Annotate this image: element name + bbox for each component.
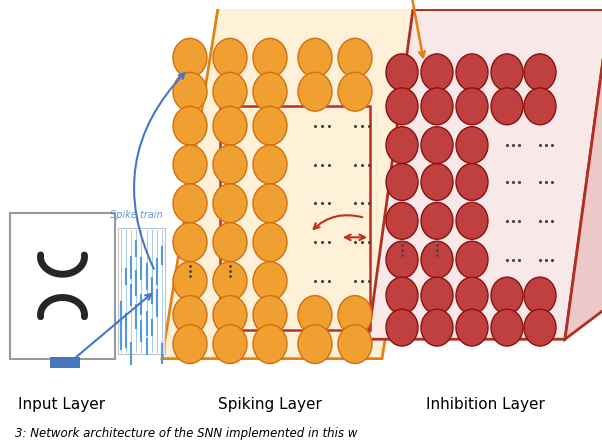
Ellipse shape	[173, 262, 207, 301]
Ellipse shape	[253, 106, 287, 145]
Polygon shape	[413, 0, 602, 9]
Ellipse shape	[298, 72, 332, 111]
Ellipse shape	[173, 72, 207, 111]
Ellipse shape	[524, 277, 556, 314]
Ellipse shape	[386, 54, 418, 91]
Ellipse shape	[386, 202, 418, 239]
Polygon shape	[565, 0, 602, 339]
Ellipse shape	[253, 296, 287, 335]
Ellipse shape	[491, 309, 523, 346]
Ellipse shape	[173, 184, 207, 223]
Ellipse shape	[386, 309, 418, 346]
Ellipse shape	[386, 164, 418, 200]
Ellipse shape	[213, 72, 247, 111]
Ellipse shape	[338, 296, 372, 335]
Ellipse shape	[491, 277, 523, 314]
Ellipse shape	[456, 277, 488, 314]
Ellipse shape	[213, 145, 247, 184]
Ellipse shape	[456, 241, 488, 278]
Ellipse shape	[213, 184, 247, 223]
Polygon shape	[10, 213, 115, 358]
Text: Inhibition Layer: Inhibition Layer	[426, 397, 544, 412]
Ellipse shape	[456, 309, 488, 346]
Ellipse shape	[253, 145, 287, 184]
Ellipse shape	[524, 309, 556, 346]
Ellipse shape	[173, 106, 207, 145]
Ellipse shape	[298, 325, 332, 363]
Ellipse shape	[456, 88, 488, 125]
Ellipse shape	[386, 127, 418, 164]
Ellipse shape	[173, 223, 207, 262]
Ellipse shape	[338, 325, 372, 363]
Polygon shape	[162, 0, 442, 358]
Ellipse shape	[421, 54, 453, 91]
Ellipse shape	[524, 88, 556, 125]
Ellipse shape	[456, 54, 488, 91]
Bar	[50, 357, 80, 368]
Ellipse shape	[456, 127, 488, 164]
Ellipse shape	[421, 164, 453, 200]
Ellipse shape	[386, 88, 418, 125]
Ellipse shape	[338, 72, 372, 111]
Ellipse shape	[173, 296, 207, 335]
Ellipse shape	[421, 88, 453, 125]
Ellipse shape	[421, 241, 453, 278]
Ellipse shape	[213, 325, 247, 363]
Ellipse shape	[456, 202, 488, 239]
Ellipse shape	[253, 325, 287, 363]
Ellipse shape	[173, 325, 207, 363]
Ellipse shape	[491, 88, 523, 125]
Text: Spiking Layer: Spiking Layer	[218, 397, 322, 412]
Ellipse shape	[456, 164, 488, 200]
Ellipse shape	[491, 54, 523, 91]
Ellipse shape	[173, 145, 207, 184]
Ellipse shape	[524, 54, 556, 91]
Ellipse shape	[213, 106, 247, 145]
Ellipse shape	[338, 38, 372, 77]
Polygon shape	[368, 9, 602, 339]
Ellipse shape	[421, 309, 453, 346]
Ellipse shape	[421, 277, 453, 314]
Ellipse shape	[421, 202, 453, 239]
Ellipse shape	[421, 127, 453, 164]
Bar	[220, 106, 370, 330]
Ellipse shape	[213, 296, 247, 335]
Ellipse shape	[386, 277, 418, 314]
Text: 3: Network architecture of the SNN implemented in this w: 3: Network architecture of the SNN imple…	[15, 427, 358, 440]
Ellipse shape	[213, 38, 247, 77]
Text: Input Layer: Input Layer	[19, 397, 105, 412]
Ellipse shape	[213, 262, 247, 301]
Ellipse shape	[253, 38, 287, 77]
Ellipse shape	[253, 223, 287, 262]
Ellipse shape	[298, 296, 332, 335]
Ellipse shape	[173, 38, 207, 77]
Polygon shape	[118, 228, 165, 354]
Ellipse shape	[213, 223, 247, 262]
Ellipse shape	[253, 184, 287, 223]
Ellipse shape	[253, 262, 287, 301]
Ellipse shape	[298, 38, 332, 77]
Text: Spike train: Spike train	[110, 210, 163, 220]
Ellipse shape	[386, 241, 418, 278]
Ellipse shape	[253, 72, 287, 111]
